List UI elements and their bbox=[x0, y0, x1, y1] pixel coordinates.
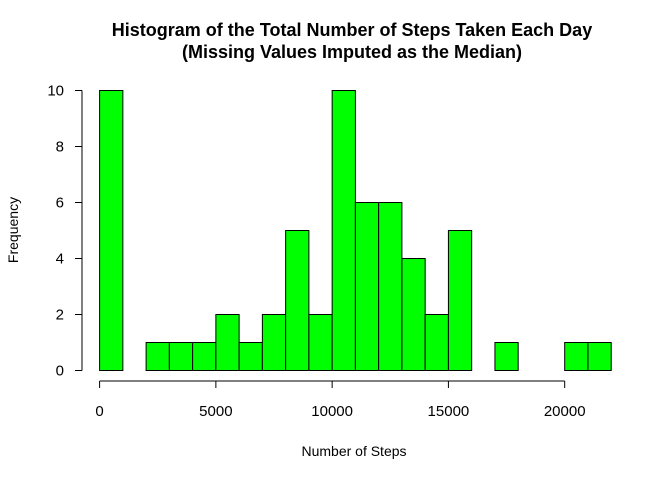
x-axis-label: Number of Steps bbox=[301, 443, 406, 459]
histogram-bar bbox=[424, 314, 449, 371]
histogram-bar bbox=[354, 202, 380, 371]
histogram-bar bbox=[261, 314, 287, 371]
histogram-bar bbox=[447, 230, 473, 371]
histogram-bar bbox=[215, 314, 240, 371]
histogram-bar bbox=[308, 314, 333, 371]
x-tick-label: 15000 bbox=[428, 403, 470, 420]
histogram-bar bbox=[99, 90, 124, 371]
y-tick-label: 4 bbox=[56, 251, 64, 268]
chart-subtitle: (Missing Values Imputed as the Median) bbox=[182, 42, 522, 62]
histogram-bar bbox=[401, 258, 426, 371]
y-tick-label: 10 bbox=[47, 83, 64, 100]
bars-group bbox=[99, 90, 612, 371]
y-tick-label: 6 bbox=[56, 195, 64, 212]
histogram-bar bbox=[192, 342, 217, 371]
y-axis-label: Frequency bbox=[5, 197, 21, 263]
x-tick-label: 0 bbox=[95, 403, 103, 420]
x-tick-label: 20000 bbox=[544, 403, 586, 420]
histogram-bar bbox=[285, 230, 310, 371]
y-axis: 0 2 4 6 8 10 bbox=[47, 83, 83, 380]
x-tick-label: 10000 bbox=[311, 403, 353, 420]
histogram-bar bbox=[564, 342, 589, 371]
x-axis: 0 5000 10000 15000 20000 bbox=[95, 380, 586, 420]
histogram-bar bbox=[145, 342, 170, 371]
x-tick-label: 5000 bbox=[199, 403, 232, 420]
histogram-bar bbox=[587, 342, 612, 371]
histogram-bar bbox=[238, 342, 263, 371]
histogram-bar bbox=[378, 202, 403, 371]
histogram-bar bbox=[331, 90, 356, 371]
histogram-bar bbox=[494, 342, 519, 371]
y-tick-label: 8 bbox=[56, 139, 64, 156]
y-tick-label: 2 bbox=[56, 307, 64, 324]
chart-title: Histogram of the Total Number of Steps T… bbox=[112, 20, 592, 40]
histogram-bar bbox=[168, 342, 194, 371]
y-tick-label: 0 bbox=[56, 363, 64, 380]
